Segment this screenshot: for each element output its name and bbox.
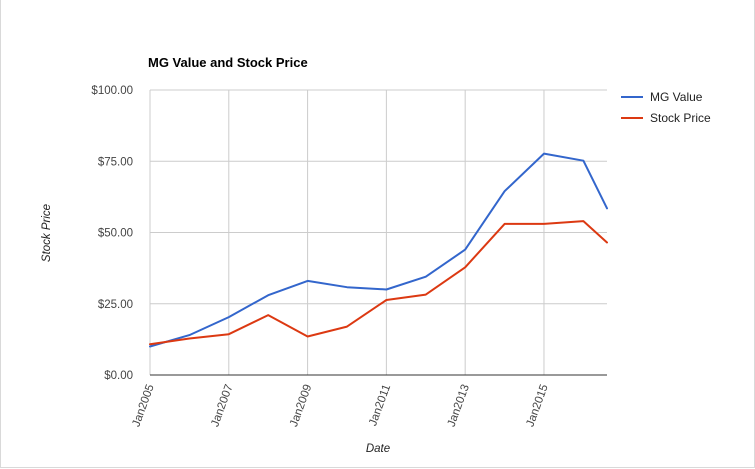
x-tick-label: Jan2007 (209, 383, 235, 429)
x-tick-label: Jan2015 (524, 383, 550, 429)
x-tick-label: Jan2011 (367, 383, 393, 428)
legend: MG Value Stock Price (621, 90, 711, 125)
series-line-stock-price (149, 220, 608, 346)
y-tick-label: $50.00 (98, 228, 133, 240)
x-tick-label: Jan2013 (446, 383, 472, 429)
legend-label: MG Value (650, 90, 703, 104)
y-gridlines (150, 89, 607, 305)
series-lines (149, 152, 608, 348)
y-tick-label: $0.00 (104, 370, 133, 382)
y-tick-label: $75.00 (98, 156, 133, 168)
x-tick-label: Jan2009 (288, 383, 314, 429)
x-axis-title: Date (366, 443, 390, 455)
series-line-mg-value (149, 152, 608, 348)
y-axis-title: Stock Price (41, 204, 53, 262)
x-gridlines (149, 90, 545, 375)
x-tick-labels: Jan2005 Jan2007 Jan2009 Jan2011 Jan2013 Jan20… (130, 383, 550, 429)
y-tick-label: $25.00 (98, 299, 133, 311)
legend-label: Stock Price (650, 111, 711, 125)
y-tick-labels: $0.00 $25.00 $50.00 $75.00 $100.00 (91, 85, 133, 382)
x-tick-label: Jan2005 (130, 383, 156, 429)
chart-title: MG Value and Stock Price (148, 55, 308, 70)
y-tick-label: $100.00 (91, 85, 133, 97)
